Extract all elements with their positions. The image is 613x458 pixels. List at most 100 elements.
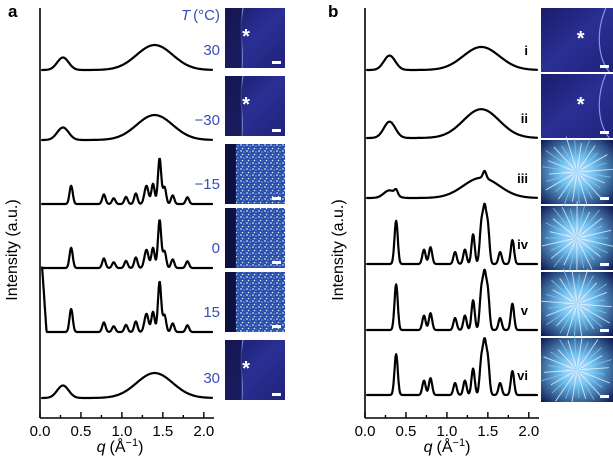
series-line [367,47,537,70]
panel-a-xlabel-unit: (Å [110,437,126,456]
panel-a-micrographs: * * * [225,8,285,400]
panel-b-x-ticks: 0.0 0.5 1.0 1.5 2.0 [355,412,540,440]
panel-b-xlabel-close: ) [465,439,470,456]
series-line [42,268,212,333]
panel-a-xlabel: q (Å−1) [97,437,144,456]
series-label: vi [517,368,528,383]
panel-a-letter: a [8,2,18,21]
series-line [42,45,212,70]
x-tick-label: 0.0 [30,423,51,440]
crystal-region [236,272,285,332]
panel-b-letter: b [328,2,338,21]
micrograph: * [541,74,613,138]
micrograph [225,144,285,204]
outside-region [225,208,236,268]
asterisk-marker: * [577,94,585,116]
panel-a-x-ticks: 0.0 0.5 1.0 1.5 2.0 [30,412,215,440]
scale-bar [600,329,609,332]
panel-b-axes [365,8,539,418]
x-tick-label: 0.0 [355,423,376,440]
micrograph: * [225,76,285,136]
panel-b-traces [367,47,537,395]
asterisk-marker: * [242,26,250,48]
series-label: iv [517,237,529,252]
micrograph [541,137,613,209]
series-line [367,270,537,330]
series-label: iii [517,171,528,186]
micrograph [541,201,613,276]
asterisk-marker: * [242,358,250,380]
outside-region [225,8,242,68]
panel-b-xlabel-exp: −1 [453,437,466,449]
outside-region [225,340,242,400]
series-label: i [524,43,528,58]
panel-a-xlabel-close: ) [138,439,143,456]
series-line [367,109,537,138]
scale-bar [600,131,609,134]
series-line [42,220,212,268]
series-line [42,115,212,140]
outside-region [225,144,236,204]
crystal-region [236,144,285,204]
legend-header-symbol: T [181,7,192,24]
scale-bar [272,61,281,64]
scale-bar [272,129,281,132]
scale-bar [272,325,281,328]
x-tick-label: 2.0 [518,423,539,440]
scale-bar [600,65,609,68]
panel-a-series-labels: 30 −30 −15 0 15 30 [195,42,220,387]
panel-a-xlabel-exp: −1 [126,437,139,449]
micrograph: * [541,8,613,72]
scale-bar [272,261,281,264]
panel-a: a Intensity (a.u.) 0.0 0.5 1.0 1.5 2.0 q (Å−1… [4,2,285,456]
series-label: 15 [203,304,220,321]
panel-b-xlabel: q (Å−1) [424,437,471,456]
x-tick-label: 0.5 [396,423,417,440]
outside-region [225,272,236,332]
series-label: 0 [212,240,220,257]
series-line [42,373,212,398]
panel-a-ylabel: Intensity (a.u.) [4,199,21,300]
asterisk-marker: * [242,94,250,116]
panel-b-micrographs: ** [541,8,613,405]
series-label: 30 [203,42,220,59]
scale-bar [272,393,281,396]
panel-b-xlabel-unit: (Å [437,437,453,456]
micrograph [225,208,285,268]
series-label: 30 [203,370,220,387]
series-line [42,159,212,204]
micrograph [541,269,613,341]
x-tick-label: 2.0 [193,423,214,440]
panel-a-legend-header: T (°C) [181,7,220,24]
asterisk-marker: * [577,28,585,50]
series-label: −15 [195,176,220,193]
series-label: ii [521,111,528,126]
panel-b: b Intensity (a.u.) 0.0 0.5 1.0 1.5 2.0 q (Å−1… [328,2,613,456]
crystal-region [236,208,285,268]
scale-bar [600,197,609,200]
scale-bar [600,263,609,266]
micrograph [541,332,613,404]
x-tick-label: 0.5 [71,423,92,440]
series-line [367,171,537,198]
panel-b-series-labels: iiiiiiivvvi [517,43,529,383]
panel-a-axes [40,8,214,418]
series-label: v [521,303,529,318]
x-tick-label: 1.5 [152,423,173,440]
panel-b-xlabel-symbol: q [424,439,433,456]
scale-bar [600,395,609,398]
micrograph: * [225,8,285,68]
outside-region [225,76,242,136]
panel-a-xlabel-symbol: q [97,439,106,456]
series-line [367,204,537,264]
series-label: −30 [195,112,220,129]
micrograph: * [225,340,285,400]
micrograph [225,272,285,332]
x-tick-label: 1.5 [477,423,498,440]
panel-b-ylabel: Intensity (a.u.) [330,199,347,300]
scale-bar [272,197,281,200]
legend-header-unit: (°C) [193,7,220,24]
series-line [367,338,537,395]
panel-a-traces [42,45,212,398]
